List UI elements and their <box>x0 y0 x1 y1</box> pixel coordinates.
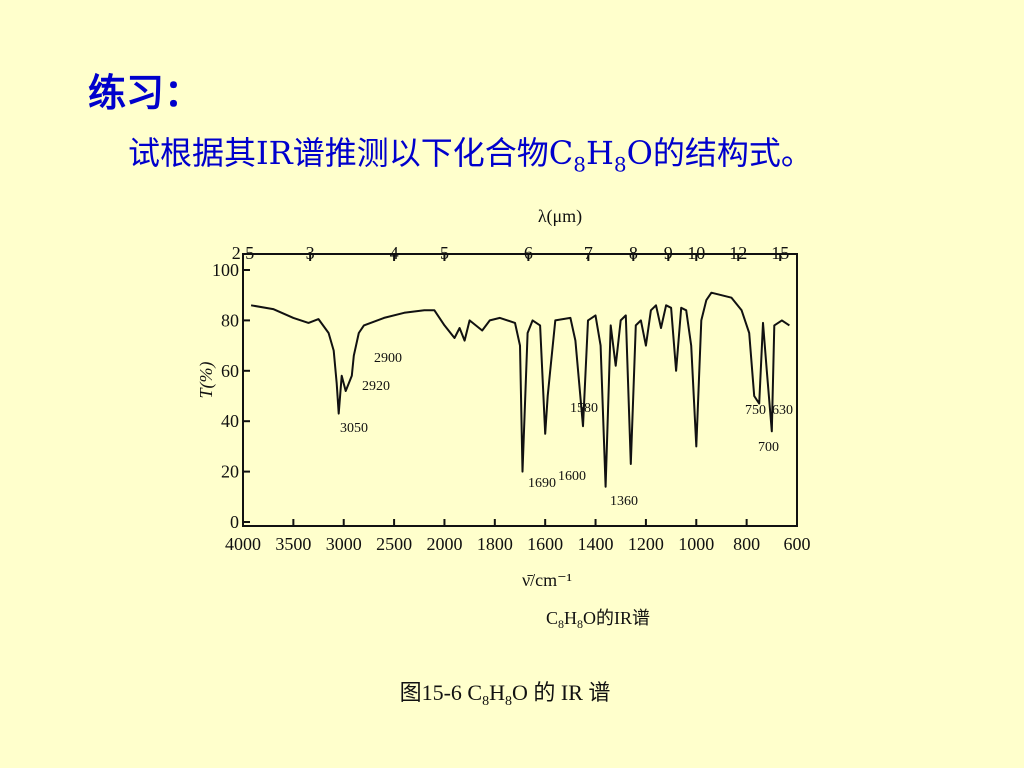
x-tick-label: 600 <box>784 534 811 554</box>
subscript: 8 <box>573 152 586 177</box>
peak-label: 630 <box>772 403 793 418</box>
peak-label: 2920 <box>362 379 390 394</box>
text: H <box>564 608 577 628</box>
peak-label: 1690 <box>528 476 556 491</box>
text: H <box>585 134 614 172</box>
peak-label: 3050 <box>340 421 368 436</box>
peak-label: 700 <box>758 440 779 455</box>
top-tick-label: 3 <box>306 243 315 263</box>
top-tick-label: 6 <box>524 243 533 263</box>
top-tick-label: 15 <box>771 243 789 263</box>
subscript: 8 <box>613 152 627 177</box>
x-tick-label: 4000 <box>225 534 261 554</box>
text: O 的 IR 谱 <box>512 680 610 705</box>
subscript: 8 <box>505 694 512 709</box>
text: O的结构式。 <box>626 134 813 172</box>
subscript: 8 <box>577 617 583 631</box>
peak-label: 2900 <box>374 351 402 366</box>
spectrum-line <box>250 291 790 488</box>
subscript: 8 <box>482 694 489 709</box>
peak-label: 750 <box>745 403 766 418</box>
x-tick-label: 800 <box>733 534 760 554</box>
top-tick-label: 4 <box>390 243 399 263</box>
text: 图15-6 C <box>400 680 483 705</box>
text: H <box>489 680 505 705</box>
instruction: 试根据其IR谱推测以下化合物C8H8O的结构式。 <box>128 128 813 176</box>
x-tick-label: 1800 <box>477 534 513 554</box>
y-tick-label: 40 <box>221 411 239 431</box>
peak-label: 1360 <box>610 494 638 509</box>
plot-frame <box>242 253 798 527</box>
x-tick-label: 2500 <box>376 534 412 554</box>
peak-label: 1600 <box>558 469 586 484</box>
text: O的IR谱 <box>583 608 650 628</box>
x-tick-label: 1200 <box>628 534 664 554</box>
top-tick-label: 12 <box>729 243 747 263</box>
x-tick-label: 3500 <box>275 534 311 554</box>
heading: 练习： <box>88 70 203 115</box>
top-tick-label: 10 <box>687 243 705 263</box>
peak-label: 1580 <box>570 401 598 416</box>
top-tick-label: 2.5 <box>232 243 255 263</box>
y-tick-label: 60 <box>221 361 239 381</box>
top-tick-label: 7 <box>584 243 593 263</box>
subscript: 8 <box>558 617 564 631</box>
text: C <box>546 608 558 628</box>
top-tick-label: 5 <box>440 243 449 263</box>
top-axis-label: λ(μm) <box>538 206 582 227</box>
x-tick-label: 3000 <box>326 534 362 554</box>
y-tick-label: 100 <box>212 260 239 280</box>
caption: C8H8O的IR谱 <box>546 608 650 631</box>
x-axis-label: ν̄/cm⁻¹ <box>522 570 572 590</box>
x-tick-label: 1000 <box>678 534 714 554</box>
x-tick-label: 2000 <box>426 534 462 554</box>
y-tick-label: 20 <box>221 462 239 482</box>
x-tick-label: 1600 <box>527 534 563 554</box>
top-tick-label: 9 <box>664 243 673 263</box>
x-tick-label: 1400 <box>578 534 614 554</box>
y-axis-label: T(%) <box>196 362 217 399</box>
top-tick-label: 8 <box>629 243 638 263</box>
y-tick-label: 80 <box>221 310 239 330</box>
figure-caption: 图15-6 C8H8O 的 IR 谱 <box>400 680 611 709</box>
y-tick-label: 0 <box>230 512 239 532</box>
text: 试根据其IR谱推测以下化合物C <box>128 134 574 172</box>
